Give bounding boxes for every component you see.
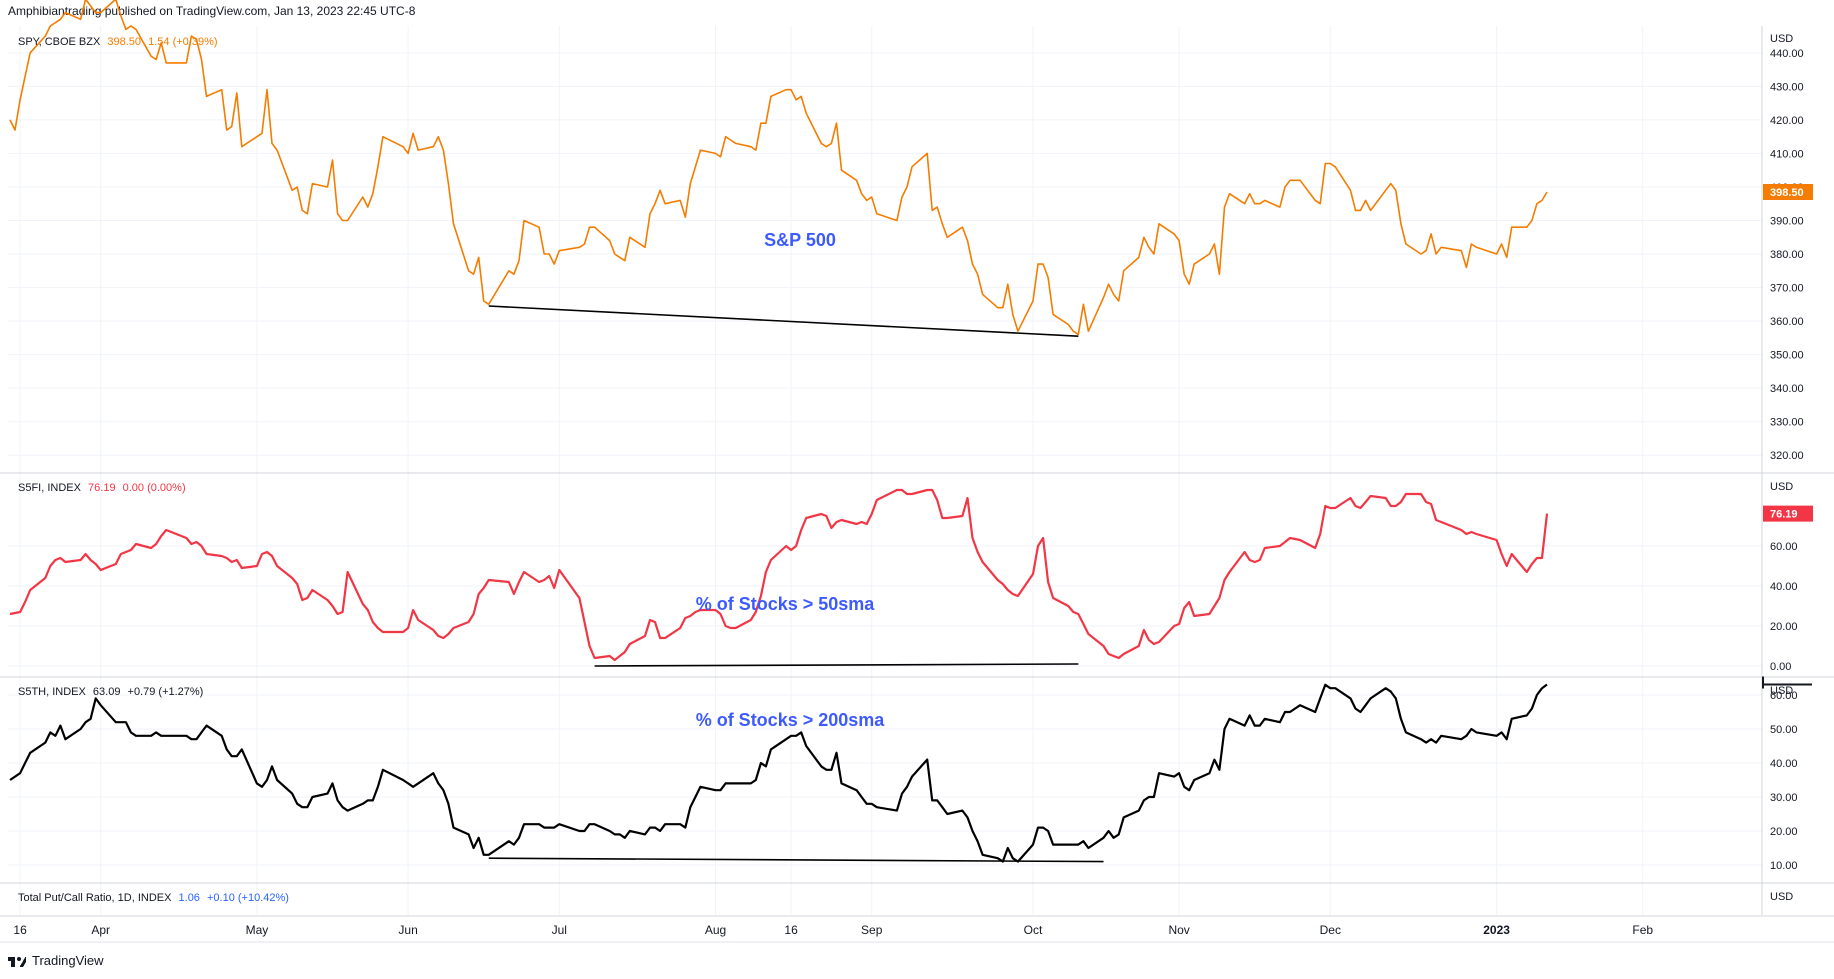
- x-tick-label: Dec: [1320, 923, 1341, 937]
- pcr-change: +0.10 (+10.42%): [207, 892, 289, 904]
- spy-symbol: SPY, CBOE BZX: [18, 36, 101, 48]
- tradingview-footer[interactable]: TradingView: [8, 953, 104, 968]
- s5fi-change: 0.00 (0.00%): [122, 482, 186, 494]
- y-tick-label: 440.00: [1770, 48, 1804, 60]
- spy-trendline: [488, 305, 1079, 337]
- spy-annotation: S&P 500: [764, 230, 836, 250]
- s5th-trendline: [488, 857, 1104, 863]
- s5th-annotation: % of Stocks > 200sma: [696, 710, 886, 730]
- x-tick-label: Jul: [552, 923, 567, 937]
- currency-label: USD: [1770, 481, 1793, 493]
- y-tick-label: 350.00: [1770, 350, 1804, 362]
- s5fi-line: [9, 488, 1549, 662]
- s5fi-trendline: [594, 663, 1079, 667]
- y-tick-label: 340.00: [1770, 383, 1804, 395]
- s5th-line: [9, 683, 1548, 863]
- s5th-series: [9, 683, 1548, 863]
- spy-line: [9, 0, 1548, 336]
- s5fi-legend[interactable]: S5FI, INDEX 76.19 0.00 (0.00%): [18, 482, 190, 494]
- y-tick-label: 50.00: [1770, 724, 1798, 736]
- x-tick-label: 16: [13, 923, 27, 937]
- x-tick-label: Jun: [398, 923, 417, 937]
- y-tick-label: 30.00: [1770, 792, 1798, 804]
- y-tick-label: 320.00: [1770, 450, 1804, 462]
- x-tick-label: Apr: [91, 923, 110, 937]
- x-tick-label: Nov: [1168, 923, 1189, 937]
- s5fi-last-value-label: 76.19: [1770, 509, 1798, 521]
- s5fi-series: [9, 488, 1549, 662]
- currency-label: USD: [1770, 685, 1793, 697]
- y-tick-label: 330.00: [1770, 417, 1804, 429]
- x-tick-label: 2023: [1483, 923, 1510, 937]
- spy-last-value-badge: [1763, 183, 1813, 200]
- pcr-value: 1.06: [178, 892, 200, 904]
- y-tick-label: 20.00: [1770, 826, 1798, 838]
- s5fi-symbol: S5FI, INDEX: [18, 482, 81, 494]
- s5th-value: 63.09: [92, 686, 121, 698]
- x-tick-label: May: [246, 923, 269, 937]
- s5th-change: +0.79 (+1.27%): [127, 686, 204, 698]
- spy-value: 398.50: [107, 36, 142, 48]
- y-tick-label: 0.00: [1770, 661, 1791, 673]
- x-tick-label: Aug: [705, 923, 726, 937]
- y-tick-label: 10.00: [1770, 860, 1798, 872]
- x-tick-label: Oct: [1024, 923, 1043, 937]
- publish-header: Amphibiantrading published on TradingVie…: [8, 4, 416, 18]
- currency-label: USD: [1770, 33, 1793, 45]
- y-tick-label: 420.00: [1770, 115, 1804, 127]
- y-tick-label: 60.00: [1770, 690, 1798, 702]
- pcr-legend[interactable]: Total Put/Call Ratio, 1D, INDEX 1.06 +0.…: [18, 892, 293, 904]
- y-tick-label: 430.00: [1770, 81, 1804, 93]
- tradingview-brand: TradingView: [32, 953, 104, 968]
- x-tick-label: Sep: [861, 923, 883, 937]
- x-tick-label: 16: [784, 923, 798, 937]
- y-tick-label: 390.00: [1770, 215, 1804, 227]
- pcr-symbol: Total Put/Call Ratio, 1D, INDEX: [18, 892, 172, 904]
- y-tick-label: 40.00: [1770, 758, 1798, 770]
- y-tick-label: 370.00: [1770, 283, 1804, 295]
- tradingview-logo-icon: [8, 955, 26, 967]
- y-tick-label: 360.00: [1770, 316, 1804, 328]
- s5th-legend[interactable]: S5TH, INDEX 63.09 +0.79 (+1.27%): [18, 686, 207, 698]
- spy-legend[interactable]: SPY, CBOE BZX 398.50 1.54 (+0.39%): [18, 36, 222, 48]
- spy-last-value-label: 398.50: [1770, 187, 1804, 199]
- y-tick-label: 20.00: [1770, 621, 1798, 633]
- spy-change: 1.54 (+0.39%): [148, 36, 218, 48]
- spy-series: [9, 0, 1548, 336]
- y-tick-label: 380.00: [1770, 249, 1804, 261]
- y-tick-label: 410.00: [1770, 148, 1804, 160]
- s5fi-last-value-badge: [1763, 505, 1813, 522]
- y-tick-label: 60.00: [1770, 541, 1798, 553]
- s5fi-value: 76.19: [88, 482, 116, 494]
- s5fi-annotation: % of Stocks > 50sma: [696, 594, 876, 614]
- currency-label: USD: [1770, 891, 1793, 903]
- x-tick-label: Feb: [1632, 923, 1653, 937]
- y-tick-label: 40.00: [1770, 581, 1798, 593]
- s5th-symbol: S5TH, INDEX: [18, 686, 86, 698]
